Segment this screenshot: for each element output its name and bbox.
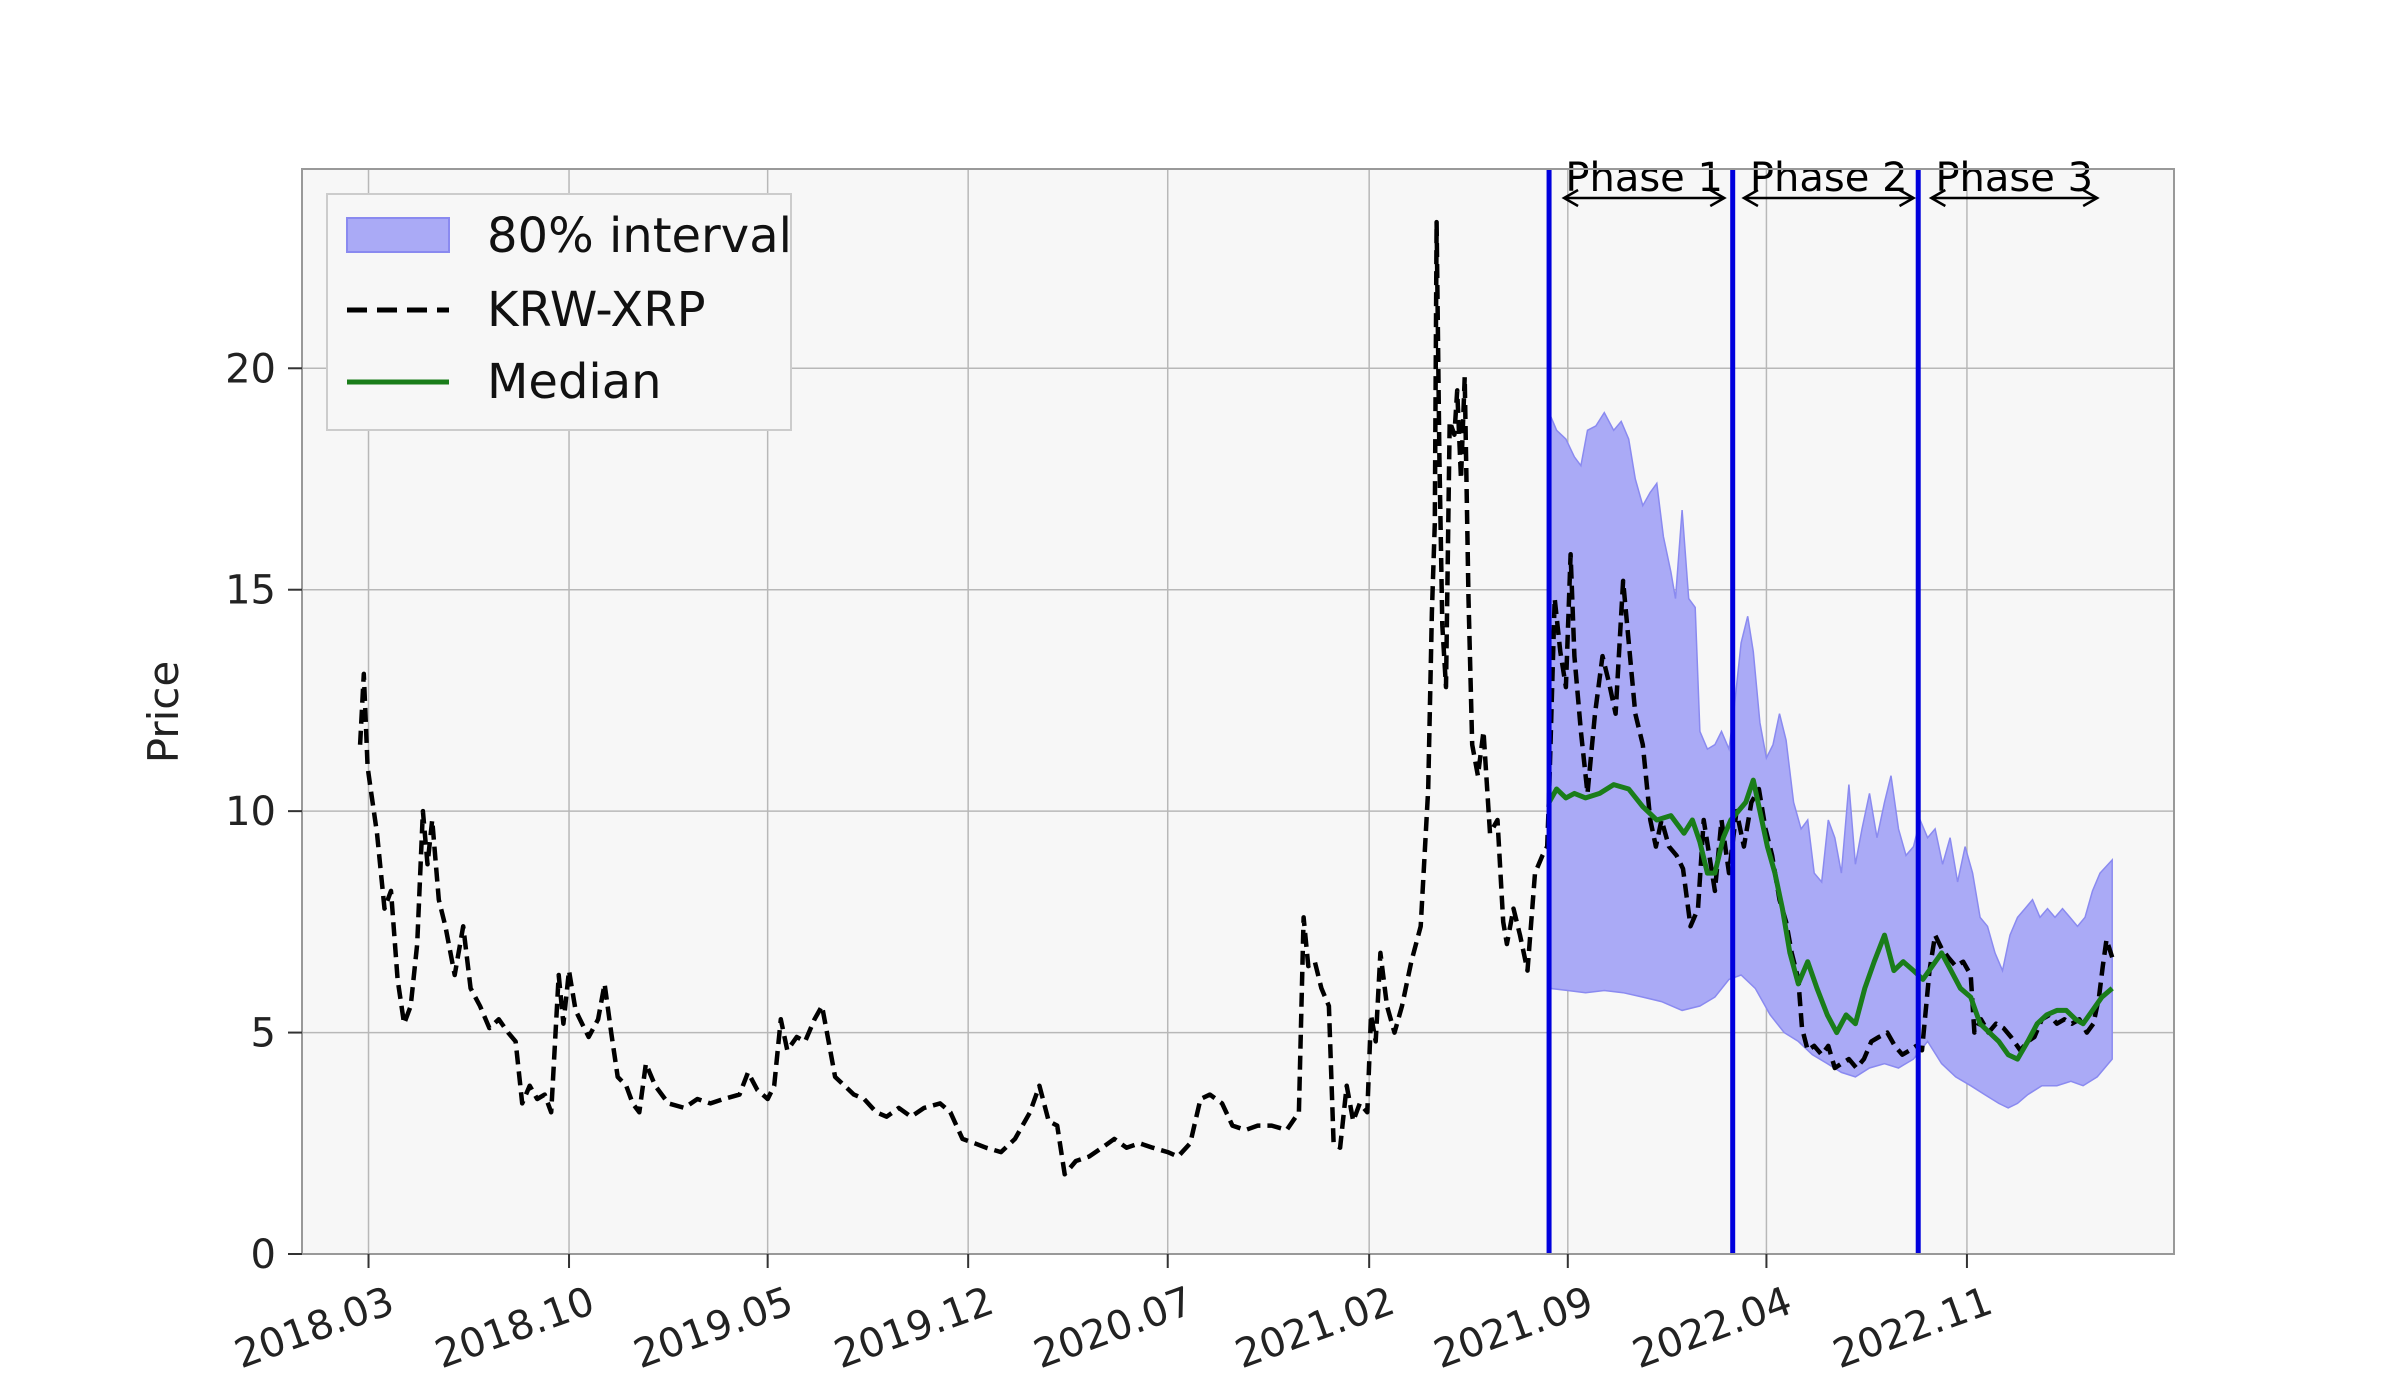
y-axis-ticks: 0 5 10 15 20 bbox=[225, 346, 302, 1278]
phase-label: Phase 1 bbox=[1565, 155, 1723, 201]
legend-label-median: Median bbox=[487, 354, 662, 410]
x-tick-label: 2019.12 bbox=[828, 1278, 999, 1378]
y-axis-title: Price bbox=[139, 661, 188, 763]
phase-arrow-head bbox=[1709, 188, 1727, 208]
x-tick-label: 2022.04 bbox=[1627, 1278, 1798, 1378]
x-tick-label: 2021.09 bbox=[1428, 1278, 1599, 1378]
x-tick-label: 2022.11 bbox=[1827, 1278, 1998, 1378]
y-tick-label: 15 bbox=[225, 568, 276, 614]
series-median bbox=[1546, 777, 2114, 1062]
y-tick-label: 10 bbox=[225, 789, 276, 835]
legend: 80% interval KRW-XRP Median bbox=[326, 193, 792, 431]
x-axis-ticks: 2018.03 2018.10 2019.05 2019.12 2020.07 2021.… bbox=[229, 1254, 1998, 1378]
interval-80-area bbox=[1548, 411, 2113, 1109]
phase-arrow-head bbox=[2082, 188, 2100, 208]
legend-swatch-interval bbox=[346, 217, 450, 253]
krw-xrp-line bbox=[357, 219, 2115, 1177]
x-tick-label: 2018.03 bbox=[229, 1278, 400, 1378]
y-tick-label: 0 bbox=[251, 1232, 276, 1278]
x-tick-label: 2021.02 bbox=[1229, 1278, 1400, 1378]
x-tick-label: 2018.10 bbox=[429, 1278, 600, 1378]
y-tick-label: 5 bbox=[251, 1011, 276, 1057]
phase-arrow-head bbox=[1928, 188, 1946, 208]
phase-arrow-head bbox=[1898, 188, 1917, 208]
median-line bbox=[1546, 777, 2114, 1062]
phase-label: Phase 3 bbox=[1935, 155, 2093, 201]
plot-frame bbox=[301, 168, 2175, 1255]
phase-markers: Phase 1 Phase 2 Phase 3 bbox=[1546, 155, 2100, 1254]
interval-band bbox=[1548, 411, 2113, 1109]
phase-arrow-head bbox=[1561, 188, 1579, 208]
y-tick-label: 20 bbox=[225, 346, 276, 392]
x-tick-label: 2019.05 bbox=[628, 1278, 799, 1378]
phase-arrow-head bbox=[1741, 188, 1759, 208]
x-tick-label: 2020.07 bbox=[1028, 1278, 1199, 1378]
legend-label-krw-xrp: KRW-XRP bbox=[487, 282, 706, 338]
legend-label-interval: 80% interval bbox=[487, 208, 792, 264]
phase-label: Phase 2 bbox=[1750, 155, 1908, 201]
series-krw-xrp bbox=[357, 219, 2115, 1177]
